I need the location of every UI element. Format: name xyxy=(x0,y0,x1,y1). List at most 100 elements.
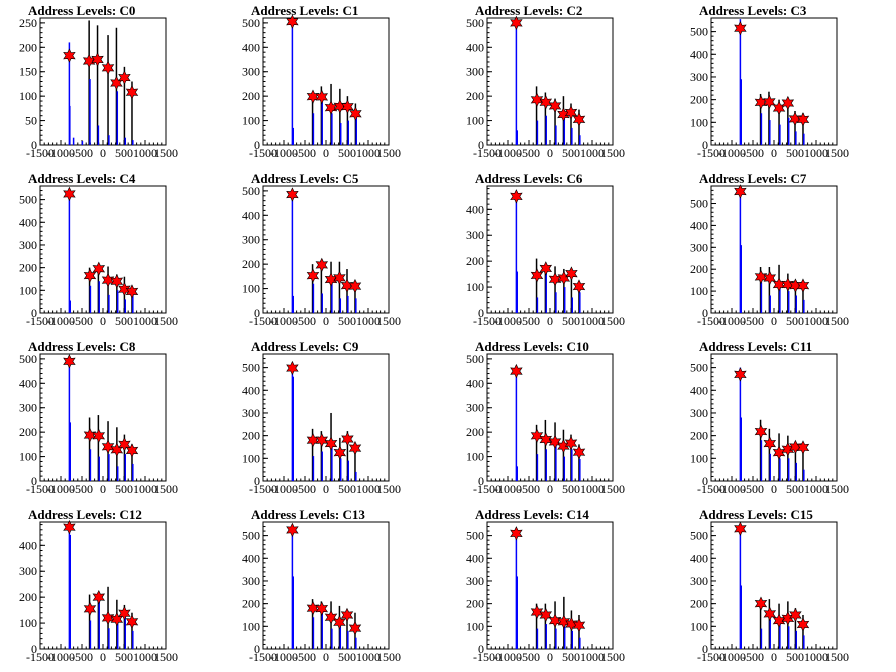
chart-panel-8: Address Levels: C80100200300400500-1500-… xyxy=(19,339,178,496)
y-tick-label: 300 xyxy=(466,65,484,79)
plot-frame xyxy=(262,521,390,650)
x-tick-label: -500 xyxy=(742,650,764,664)
x-tick-label: 0 xyxy=(547,482,553,496)
plot-frame xyxy=(486,185,614,314)
x-tick-label: 1000 xyxy=(356,146,380,160)
chart-panel-0: Address Levels: C0 0 50 100 150 200 250 -1500-1… xyxy=(19,3,178,160)
x-tick-label: 1000 xyxy=(133,482,157,496)
peak-marker xyxy=(118,606,131,621)
peak-marker xyxy=(63,519,76,535)
y-tick-label: 0 xyxy=(31,642,37,656)
peak-marker xyxy=(772,100,786,116)
chart-title: Address Levels: C12 xyxy=(28,507,142,522)
y-tick-label: 400 xyxy=(19,376,37,390)
chart-title: Address Levels: C3 xyxy=(699,3,807,18)
plot-frame xyxy=(710,521,838,650)
peak-marker xyxy=(286,360,299,376)
y-tick-label: 200 xyxy=(690,93,708,107)
x-tick-label: -500 xyxy=(294,146,316,160)
x-tick-label: -1500 xyxy=(473,650,501,664)
y-tick-label: 50 xyxy=(25,114,37,128)
peak-marker xyxy=(306,268,320,283)
x-tick-label: -1500 xyxy=(249,146,277,160)
plot-frame xyxy=(486,521,614,650)
x-tick-label: 500 xyxy=(562,314,580,328)
x-tick-label: -1000 xyxy=(494,146,522,160)
y-tick-label: 0 xyxy=(478,642,484,656)
x-tick-label: 0 xyxy=(323,482,329,496)
y-tick-label: 500 xyxy=(466,352,484,366)
y-tick-label: 300 xyxy=(242,574,260,588)
peak-marker xyxy=(101,60,115,76)
x-tick-label: -1500 xyxy=(473,482,501,496)
peak-marker xyxy=(340,607,354,623)
x-tick-label: 1000 xyxy=(580,146,604,160)
y-tick-label: 400 xyxy=(242,383,260,397)
x-tick-label: -500 xyxy=(742,482,764,496)
y-tick-label: 300 xyxy=(242,233,260,247)
chart-panel-2: Address Levels: C20100200300400500-1500-… xyxy=(466,3,625,160)
x-tick-label: -500 xyxy=(294,314,316,328)
chart-panel-14: Address Levels: C14 0 100 200 300 400 500 -1500… xyxy=(466,507,625,664)
y-tick-label: 0 xyxy=(254,474,260,488)
y-tick-label: 100 xyxy=(690,619,708,633)
x-tick-label: 1000 xyxy=(133,146,157,160)
y-tick-label: 0 xyxy=(254,306,260,320)
x-tick-label: 500 xyxy=(562,146,580,160)
chart-title: Address Levels: C11 xyxy=(699,339,812,354)
y-tick-label: 200 xyxy=(242,597,260,611)
y-tick-label: 400 xyxy=(466,202,484,216)
peak-marker xyxy=(734,521,747,536)
peak-marker xyxy=(333,270,346,286)
y-tick-label: 100 xyxy=(19,616,37,630)
chart-title: Address Levels: C4 xyxy=(28,171,136,186)
x-tick-label: 0 xyxy=(100,314,106,328)
x-tick-label: -1500 xyxy=(249,650,277,664)
x-tick-label: -1500 xyxy=(249,482,277,496)
y-tick-label: 100 xyxy=(466,450,484,464)
y-tick-label: 400 xyxy=(19,215,37,229)
x-tick-label: 1500 xyxy=(825,146,849,160)
x-tick-label: -500 xyxy=(518,482,540,496)
peak-marker xyxy=(125,85,139,100)
x-tick-label: 0 xyxy=(323,146,329,160)
y-tick-label: 0 xyxy=(478,138,484,152)
peak-marker xyxy=(83,268,97,283)
y-tick-label: 400 xyxy=(242,40,260,54)
peak-marker xyxy=(118,437,131,452)
x-tick-label: -1000 xyxy=(47,650,75,664)
x-tick-label: -1500 xyxy=(473,146,501,160)
x-tick-label: 500 xyxy=(562,650,580,664)
y-tick-label: 0 xyxy=(478,474,484,488)
x-tick-label: -1000 xyxy=(47,314,75,328)
chart-title: Address Levels: C0 xyxy=(28,3,135,18)
x-tick-label: 1000 xyxy=(804,314,828,328)
y-tick-label: 200 xyxy=(19,40,37,54)
x-tick-label: 0 xyxy=(323,314,329,328)
peak-marker xyxy=(341,99,354,114)
x-tick-label: 1000 xyxy=(804,482,828,496)
x-tick-label: 1500 xyxy=(825,482,849,496)
peak-marker xyxy=(763,94,776,110)
x-tick-label: -1000 xyxy=(270,650,298,664)
x-tick-label: -1500 xyxy=(697,146,725,160)
y-tick-label: 0 xyxy=(702,642,708,656)
x-tick-label: -1000 xyxy=(718,482,746,496)
chart-title: Address Levels: C9 xyxy=(251,339,359,354)
x-tick-label: 500 xyxy=(786,482,804,496)
x-tick-label: -500 xyxy=(71,314,93,328)
x-tick-label: 1500 xyxy=(377,314,401,328)
y-tick-label: 100 xyxy=(690,115,708,129)
y-tick-label: 0 xyxy=(702,138,708,152)
y-tick-label: 200 xyxy=(466,89,484,103)
y-tick-label: 500 xyxy=(19,352,37,366)
peak-marker xyxy=(324,610,338,625)
x-tick-label: -1500 xyxy=(697,482,725,496)
y-tick-label: 400 xyxy=(690,218,708,232)
y-tick-label: 500 xyxy=(690,25,708,39)
x-tick-label: 1500 xyxy=(154,650,178,664)
x-tick-label: 0 xyxy=(100,650,106,664)
y-tick-label: 0 xyxy=(254,642,260,656)
peak-marker xyxy=(110,274,124,289)
peak-marker xyxy=(510,363,523,379)
